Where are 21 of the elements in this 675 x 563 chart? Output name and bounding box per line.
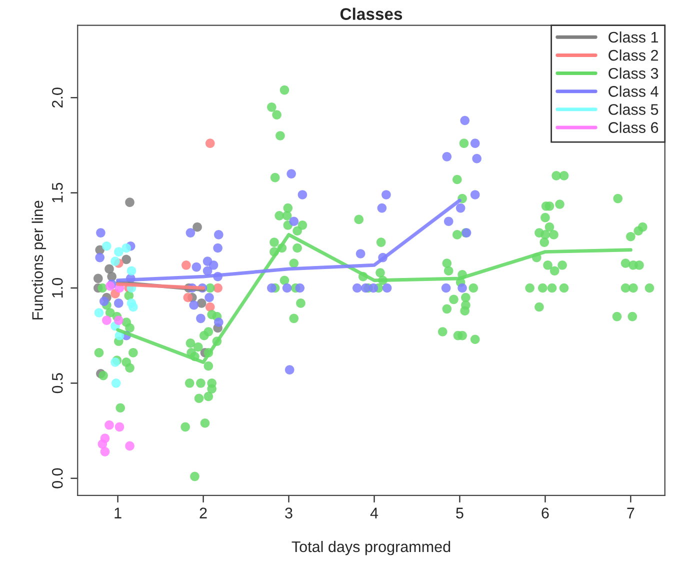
- y-tick-label: 1.5: [52, 182, 63, 202]
- y-axis-title: Functions per line: [32, 200, 46, 320]
- legend-label: Class 4: [608, 86, 658, 97]
- x-tick-label: 7: [627, 508, 634, 518]
- x-tick-label: 5: [456, 508, 464, 518]
- y-tick-label: 1.0: [52, 278, 63, 298]
- x-axis-title: Total days programmed: [292, 540, 450, 556]
- y-tick-label: 0.5: [52, 373, 63, 394]
- x-tick-label: 2: [200, 508, 207, 518]
- y-tick-label: 0.0: [52, 468, 63, 488]
- legend-label: Class 3: [608, 68, 658, 79]
- x-tick-label: 6: [542, 508, 549, 518]
- legend-label: Class 5: [608, 104, 658, 115]
- x-tick-label: 3: [285, 508, 292, 518]
- legend-label: Class 1: [608, 31, 658, 43]
- x-tick-label: 1: [114, 508, 122, 518]
- chart-title: Classes: [340, 8, 402, 20]
- x-tick-label: 4: [370, 508, 378, 518]
- y-tick-label: 2.0: [52, 88, 63, 108]
- legend-label: Class 2: [608, 50, 658, 61]
- legend-label: Class 6: [608, 122, 658, 133]
